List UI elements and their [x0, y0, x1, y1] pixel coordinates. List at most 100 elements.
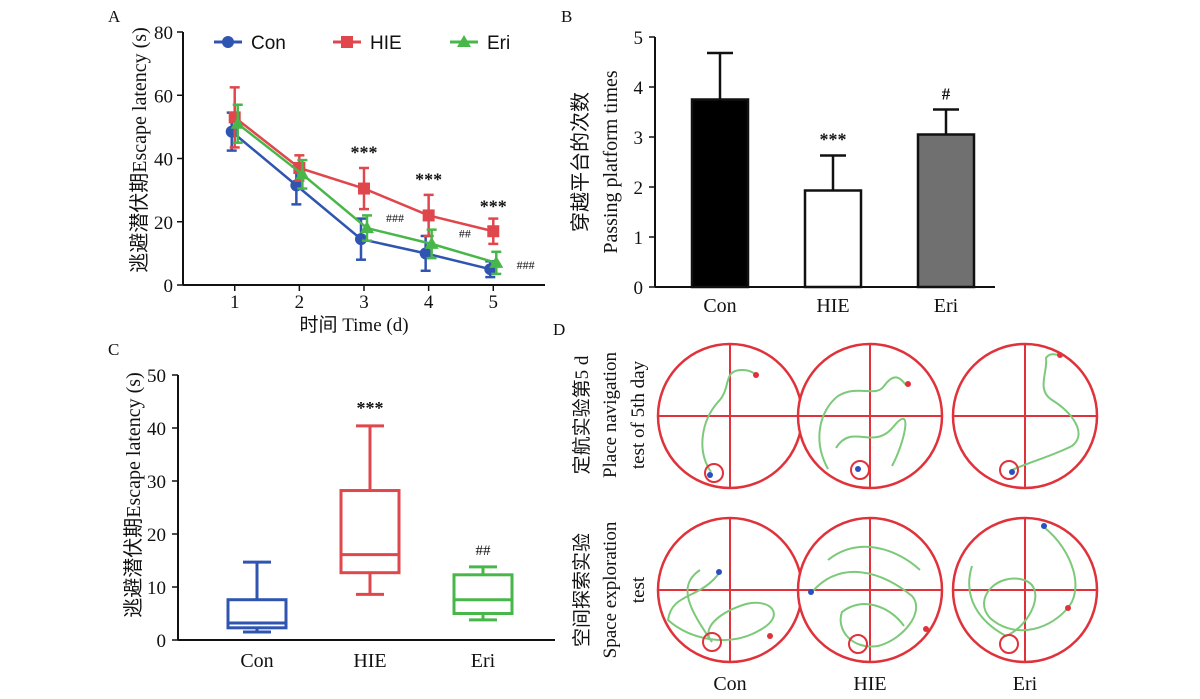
- y-tick-label: 0: [157, 631, 167, 652]
- box-iqr: [452, 573, 514, 615]
- significance-stars: ***: [357, 398, 384, 418]
- y-tick-label: 0: [634, 278, 644, 299]
- x-tick-label: 2: [295, 292, 305, 313]
- pool-cell-r2-c3: [951, 516, 1099, 664]
- panel-b-bar-chart: B 0 1 2 3 4 5 穿越平台的次数 Passing platform times Con H…: [561, 7, 995, 317]
- row-label: Space exploration: [600, 521, 621, 658]
- platform-circle: [999, 460, 1019, 480]
- pool-cell-r2-c1: [656, 516, 804, 664]
- platform-circle: [850, 460, 870, 480]
- legend-label: HIE: [370, 33, 402, 54]
- platform-circle: [848, 634, 868, 654]
- y-tick-label: 40: [154, 150, 173, 171]
- platform-circle: [999, 634, 1019, 654]
- x-tick-label: 1: [230, 292, 240, 313]
- panel-label: C: [108, 340, 119, 359]
- platform-circle: [704, 463, 724, 483]
- significance-stars: ***: [820, 130, 847, 150]
- x-tick-label: Con: [240, 650, 273, 672]
- platform-circle: [702, 632, 722, 652]
- data-point: [230, 116, 245, 129]
- x-tick-label: Eri: [934, 295, 959, 317]
- start-dot: [1009, 469, 1015, 475]
- y-tick-label: 50: [147, 366, 166, 387]
- x-tick-label: 3: [359, 292, 369, 313]
- end-dot: [923, 626, 929, 632]
- y-tick-label: 4: [634, 78, 644, 99]
- x-axis-title: 时间 Time (d): [299, 314, 408, 336]
- row-label: test: [628, 576, 649, 603]
- y-axis-title: 逃避潜伏期Escape latency (s): [122, 372, 145, 617]
- column-label: Eri: [1013, 673, 1038, 695]
- column-label: Con: [713, 673, 746, 695]
- data-point: [360, 221, 374, 234]
- data-point: [487, 225, 500, 238]
- y-axis-title: Passing platform times: [600, 70, 622, 254]
- x-tick-label: HIE: [353, 650, 386, 672]
- significance-stars: ***: [415, 169, 442, 189]
- significance-hash: ###: [517, 258, 535, 272]
- panel-label: D: [553, 320, 565, 339]
- bar: [803, 189, 863, 289]
- panel-a-line-chart: A 0 20 40 60 80 1 2 3 4 5 时间 Time (d) 逃避潜伏期Escape la…: [108, 7, 545, 336]
- significance-hash: #: [942, 85, 951, 104]
- legend-label: Con: [251, 33, 286, 54]
- x-tick-label: Eri: [471, 650, 496, 672]
- box-eri: [452, 565, 514, 622]
- start-dot: [707, 472, 713, 478]
- end-dot: [753, 372, 759, 378]
- panel-d-swim-path-grid: D 定航实验第5 d Place navigation test of 5th day…: [553, 320, 1099, 695]
- data-point: [424, 236, 439, 249]
- significance-hash: ###: [386, 211, 404, 225]
- pool-cell-r1-c1: [656, 342, 804, 490]
- data-point: [489, 255, 504, 268]
- pool-cell-r2-c2: [796, 516, 944, 664]
- box-hie: [339, 424, 401, 596]
- end-dot: [1065, 605, 1071, 611]
- bar: [916, 133, 976, 289]
- series-con: [225, 111, 497, 279]
- y-tick-label: 3: [634, 128, 644, 149]
- series-eri: [230, 103, 504, 276]
- legend: Con HIE Eri: [214, 33, 510, 54]
- row-label: 空间探索实验: [571, 533, 593, 647]
- y-tick-label: 10: [147, 578, 166, 599]
- y-tick-label: 20: [147, 525, 166, 546]
- x-tick-label: 4: [424, 292, 434, 313]
- swim-path: [818, 376, 909, 470]
- x-tick-label: Con: [703, 295, 736, 317]
- y-tick-label: 5: [634, 28, 644, 49]
- end-dot: [767, 633, 773, 639]
- column-label: HIE: [853, 673, 886, 695]
- pool-cell-r1-c3: [951, 342, 1099, 490]
- start-dot: [808, 589, 814, 595]
- data-point: [295, 167, 310, 180]
- y-tick-label: 30: [147, 472, 166, 493]
- data-point: [358, 182, 370, 195]
- y-axis-title: 逃避潜伏期Escape latency (s): [128, 27, 151, 272]
- y-tick-label: 1: [634, 228, 644, 249]
- swim-path: [811, 545, 921, 648]
- row-label: test of 5th day: [628, 360, 649, 469]
- significance-hash: ##: [459, 227, 471, 241]
- end-dot: [905, 381, 911, 387]
- legend-label: Eri: [487, 33, 510, 54]
- swim-path: [666, 569, 775, 643]
- bar: [690, 98, 750, 289]
- legend-marker: [222, 36, 234, 48]
- legend-marker: [457, 35, 471, 47]
- start-dot: [1041, 523, 1047, 529]
- start-dot: [855, 466, 861, 472]
- box-con: [226, 560, 288, 634]
- panel-label: A: [108, 7, 121, 26]
- start-dot: [716, 569, 722, 575]
- y-tick-label: 80: [154, 23, 173, 44]
- row-label: 定航实验第5 d: [571, 355, 593, 474]
- panel-label: B: [561, 7, 572, 26]
- end-dot: [1057, 352, 1063, 358]
- significance-hash: ##: [476, 543, 492, 559]
- swim-path: [968, 527, 1077, 638]
- data-point: [355, 233, 367, 246]
- row-label: Place navigation: [600, 351, 621, 478]
